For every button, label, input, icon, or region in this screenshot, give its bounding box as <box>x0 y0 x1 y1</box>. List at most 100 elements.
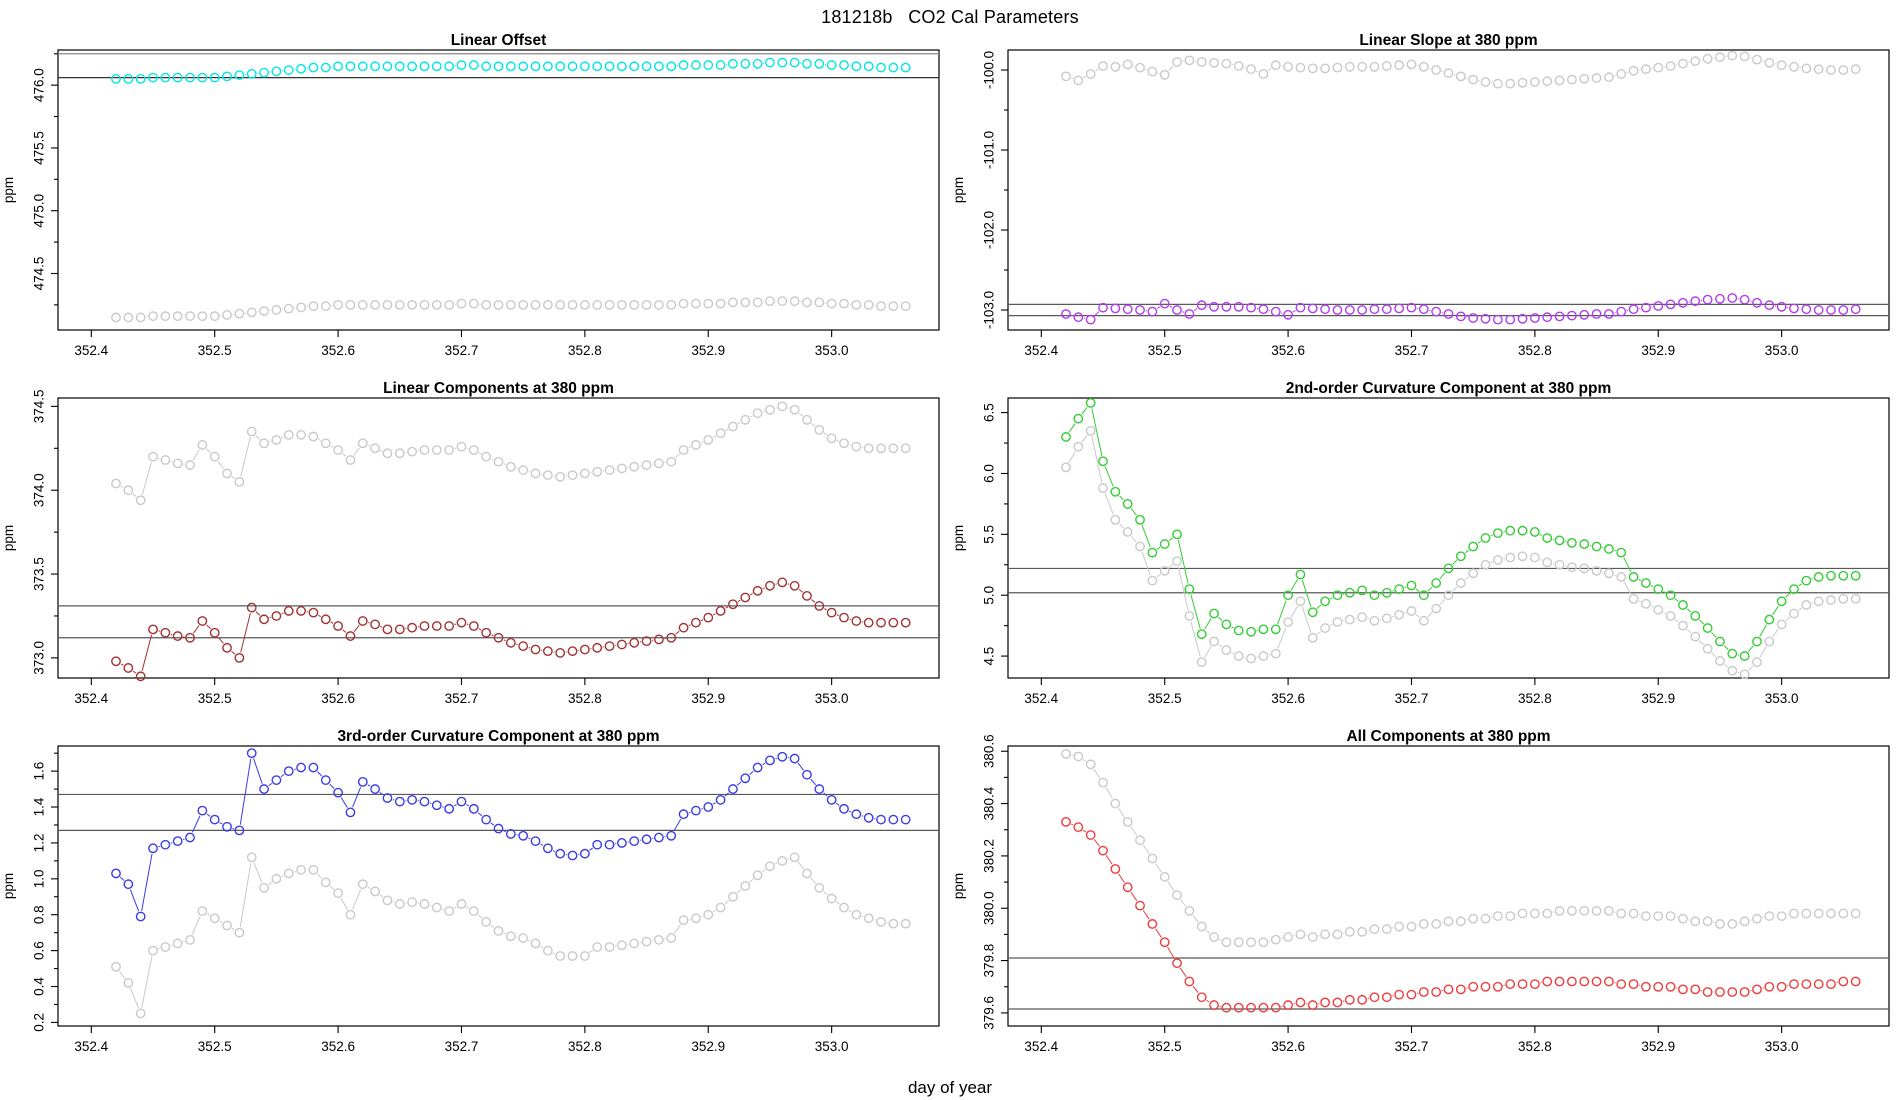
panel-grid: Linear Offset 352.4 352.5 352.6 352.7 352.8 3… <box>0 30 1900 1074</box>
series-gray <box>111 401 911 506</box>
svg-text:352.9: 352.9 <box>1641 691 1675 706</box>
svg-text:352.9: 352.9 <box>1641 1039 1675 1054</box>
series-gray <box>111 852 911 1019</box>
panel-2nd-order-curvature: 2nd-order Curvature Component at 380 ppm… <box>950 378 1900 726</box>
svg-text:379.6: 379.6 <box>982 996 997 1030</box>
series-gray <box>1061 425 1861 680</box>
panel-title-linear-components: Linear Components at 380 ppm <box>383 380 614 397</box>
y-axis-title: ppm <box>1 525 16 551</box>
svg-text:6.5: 6.5 <box>982 403 997 422</box>
figure-title: 181218b CO2 Cal Parameters <box>821 7 1079 27</box>
plot-box <box>1007 49 1890 331</box>
series-cyan <box>111 57 911 84</box>
svg-text:380.6: 380.6 <box>982 734 997 768</box>
axis-tick-labels: 352.4 352.5 352.6 352.7 352.8 352.9 353.0 4.5 5.… <box>982 403 1799 706</box>
svg-text:1.6: 1.6 <box>32 762 47 781</box>
y-axis-title: ppm <box>1 177 16 203</box>
series-purple <box>1061 293 1861 325</box>
svg-text:353.0: 353.0 <box>815 343 849 358</box>
svg-text:352.6: 352.6 <box>1271 691 1305 706</box>
svg-text:1.0: 1.0 <box>32 869 47 888</box>
svg-text:352.6: 352.6 <box>1271 343 1305 358</box>
series-gray <box>111 296 911 323</box>
svg-text:352.8: 352.8 <box>1518 691 1552 706</box>
panel-linear-slope: Linear Slope at 380 ppm 352.4 352.5 352.6 3… <box>950 30 1900 378</box>
axis-ticks <box>1001 750 1783 1033</box>
axis-ticks <box>51 752 833 1033</box>
svg-text:352.5: 352.5 <box>198 343 232 358</box>
y-axis-title: ppm <box>951 525 966 551</box>
axis-tick-labels: 352.4 352.5 352.6 352.7 352.8 352.9 353.0 373.0… <box>31 389 848 706</box>
svg-text:352.5: 352.5 <box>1148 1039 1182 1054</box>
plot-area-linear-offset: 352.4 352.5 352.6 352.7 352.8 352.9 353.0 474.5… <box>1 49 940 358</box>
svg-text:352.9: 352.9 <box>691 1039 725 1054</box>
svg-text:352.7: 352.7 <box>1395 1039 1429 1054</box>
panel-linear-components: Linear Components at 380 ppm 352.4 352.5 3… <box>0 378 950 726</box>
svg-text:352.9: 352.9 <box>691 691 725 706</box>
svg-text:353.0: 353.0 <box>815 1039 849 1054</box>
svg-text:352.5: 352.5 <box>198 691 232 706</box>
series-red <box>1061 816 1861 1013</box>
plot-area-linear-slope: 352.4 352.5 352.6 352.7 352.8 352.9 353.0 -103.… <box>951 49 1890 358</box>
plot-area-2nd-order-curvature: 352.4 352.5 352.6 352.7 352.8 352.9 353.0 4.5 5.… <box>951 397 1890 706</box>
svg-text:352.5: 352.5 <box>1148 691 1182 706</box>
svg-text:-100.0: -100.0 <box>982 51 997 89</box>
axis-ticks <box>1001 69 1783 337</box>
svg-text:352.4: 352.4 <box>1024 1039 1058 1054</box>
svg-text:352.8: 352.8 <box>1518 1039 1552 1054</box>
svg-text:352.6: 352.6 <box>321 343 355 358</box>
svg-text:379.8: 379.8 <box>982 944 997 978</box>
series-blue <box>111 748 911 922</box>
svg-text:352.6: 352.6 <box>1271 1039 1305 1054</box>
svg-text:352.8: 352.8 <box>568 1039 602 1054</box>
panel-title-all-components: All Components at 380 ppm <box>1346 728 1551 745</box>
axis-tick-labels: 352.4 352.5 352.6 352.7 352.8 352.9 353.0 -103.… <box>982 51 1799 358</box>
svg-text:352.5: 352.5 <box>1148 343 1182 358</box>
svg-text:353.0: 353.0 <box>1765 1039 1799 1054</box>
panel-title-linear-slope: Linear Slope at 380 ppm <box>1359 32 1538 49</box>
svg-text:352.5: 352.5 <box>198 1039 232 1054</box>
plot-box <box>57 745 940 1027</box>
svg-text:0.6: 0.6 <box>32 941 47 960</box>
svg-text:6.0: 6.0 <box>982 464 997 483</box>
svg-text:352.4: 352.4 <box>74 1039 108 1054</box>
svg-text:475.5: 475.5 <box>32 131 47 165</box>
svg-text:352.8: 352.8 <box>568 343 602 358</box>
axis-tick-labels: 352.4 352.5 352.6 352.7 352.8 352.9 353.0 379.6… <box>982 734 1799 1054</box>
svg-text:373.5: 373.5 <box>32 557 47 591</box>
axis-ticks <box>1001 412 1783 685</box>
plot-area-3rd-order-curvature: 352.4 352.5 352.6 352.7 352.8 352.9 353.0 0.2 0.… <box>1 745 940 1054</box>
axis-ticks <box>51 53 833 337</box>
plot-box <box>57 397 940 679</box>
svg-text:353.0: 353.0 <box>815 691 849 706</box>
svg-text:352.4: 352.4 <box>1024 343 1058 358</box>
svg-text:380.2: 380.2 <box>982 839 997 873</box>
series-green <box>1061 397 1861 661</box>
svg-text:1.2: 1.2 <box>32 834 47 853</box>
svg-text:5.5: 5.5 <box>982 525 997 544</box>
y-axis-title: ppm <box>1 873 16 899</box>
axis-tick-labels: 352.4 352.5 352.6 352.7 352.8 352.9 353.0 474.5… <box>32 68 849 358</box>
panel-title-3rd-order-curvature: 3rd-order Curvature Component at 380 ppm <box>337 728 660 745</box>
svg-text:5.0: 5.0 <box>982 586 997 605</box>
svg-text:352.4: 352.4 <box>74 691 108 706</box>
svg-text:380.4: 380.4 <box>982 786 997 820</box>
x-axis-label: day of year <box>907 1078 993 1097</box>
svg-text:373.0: 373.0 <box>32 641 47 675</box>
svg-text:352.9: 352.9 <box>1641 343 1675 358</box>
plot-box <box>57 49 940 331</box>
plot-box <box>1007 745 1890 1027</box>
svg-text:380.0: 380.0 <box>982 891 997 925</box>
svg-text:-103.0: -103.0 <box>982 291 997 329</box>
y-axis-title: ppm <box>951 177 966 203</box>
svg-text:352.7: 352.7 <box>445 1039 479 1054</box>
svg-text:-101.0: -101.0 <box>982 131 997 169</box>
svg-text:474.5: 474.5 <box>32 257 47 291</box>
svg-text:1.4: 1.4 <box>32 797 47 816</box>
axis-tick-labels: 352.4 352.5 352.6 352.7 352.8 352.9 353.0 0.2 0.… <box>32 762 849 1054</box>
svg-text:352.7: 352.7 <box>1395 691 1429 706</box>
panel-title-linear-offset: Linear Offset <box>450 32 547 49</box>
panel-3rd-order-curvature: 3rd-order Curvature Component at 380 ppm… <box>0 726 950 1074</box>
y-axis-title: ppm <box>951 873 966 899</box>
